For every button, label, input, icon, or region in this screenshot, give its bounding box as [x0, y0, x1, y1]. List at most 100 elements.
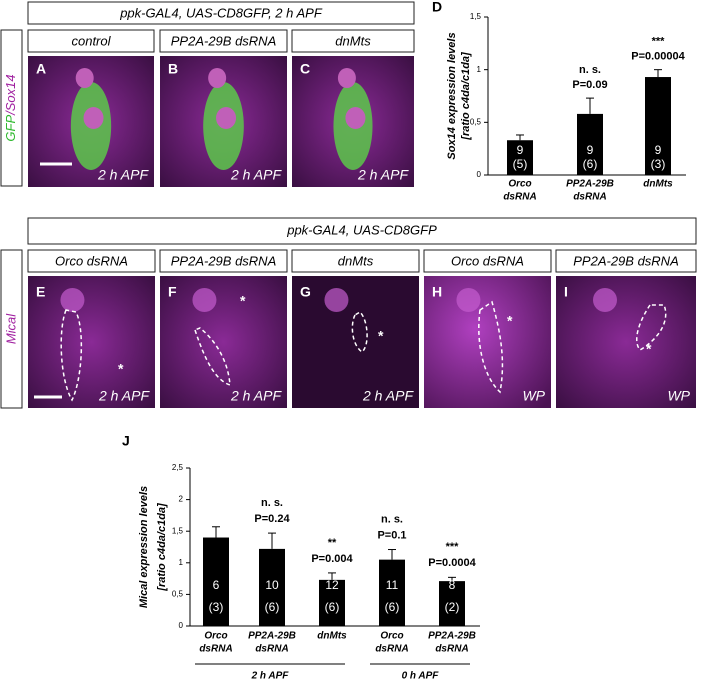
row-label-sox: /Sox14: [3, 74, 18, 115]
panel-letter: A: [36, 61, 46, 77]
y-tick-label: 1,5: [470, 12, 482, 21]
panel-letter: I: [564, 284, 568, 300]
bar: [203, 537, 229, 626]
y-tick-label: 0: [179, 621, 184, 630]
nucleus: [208, 68, 227, 88]
y-axis-label: [ratio c4da/c1da]: [460, 52, 472, 141]
condition-box: [555, 249, 697, 273]
n-label: 12: [325, 578, 339, 592]
stage: WP: [522, 388, 545, 404]
micrograph: [28, 276, 155, 408]
stage: WP: [667, 388, 690, 404]
nucleus: [216, 107, 237, 129]
x-tick-label: PP2A-29B: [248, 631, 296, 642]
larvae-label: (2): [445, 600, 460, 614]
y-axis-label: [ratio c4da/c1da]: [156, 503, 168, 592]
stage: 2 h APF: [230, 167, 283, 183]
x-tick-label: dsRNA: [503, 192, 536, 203]
row-label-box: [0, 29, 23, 187]
bar: [319, 579, 345, 626]
p-value: P=0.24: [254, 513, 290, 525]
panel-letter: D: [432, 0, 442, 15]
y-axis-label: Mical expression levels: [138, 486, 150, 608]
y-tick-label: 0,5: [172, 590, 184, 599]
panel-letter: E: [36, 284, 45, 300]
marker: *: [378, 328, 384, 344]
cell-outline: [194, 327, 231, 387]
cell-outline: [636, 304, 667, 351]
p-value: P=0.0004: [428, 557, 476, 569]
n-label: 9: [655, 143, 662, 157]
x-tick-label: dsRNA: [255, 644, 288, 655]
cell-outline: [478, 300, 504, 394]
header-box: [27, 217, 697, 245]
n-label: 9: [587, 143, 594, 157]
bar: [379, 559, 405, 626]
cell: [456, 288, 481, 312]
panel-letter: B: [168, 61, 178, 77]
significance: **: [328, 537, 337, 549]
condition-box: [291, 249, 420, 273]
micrograph: [424, 276, 551, 408]
stage: 2 h APF: [98, 388, 151, 404]
group-label: 0 h APF: [402, 671, 440, 682]
larvae-label: (6): [385, 600, 400, 614]
n-label: 8: [449, 578, 456, 592]
x-tick-label: dsRNA: [435, 644, 468, 655]
cell-outline: [60, 309, 83, 402]
n-label: 10: [265, 578, 279, 592]
x-tick-label: dsRNA: [199, 644, 232, 655]
micrograph: [160, 276, 287, 408]
y-tick-label: 0: [477, 170, 482, 179]
nucleus: [337, 68, 356, 88]
condition-box: [291, 29, 415, 53]
panel-letter: C: [300, 61, 310, 77]
stage: 2 h APF: [230, 388, 283, 404]
larvae-label: (3): [209, 600, 224, 614]
condition: PP2A-29B dsRNA: [171, 253, 277, 268]
row-label-box: [0, 249, 23, 409]
y-tick-label: 2: [179, 495, 184, 504]
panel-letter: F: [168, 284, 177, 300]
panel-letter: G: [300, 284, 311, 300]
y-tick-label: 0,5: [470, 117, 482, 126]
marker: *: [118, 361, 124, 377]
nucleus: [345, 107, 366, 129]
cell: [593, 288, 617, 312]
condition: dnMts: [338, 253, 374, 268]
marker: *: [240, 293, 246, 309]
header-box: [27, 1, 415, 25]
condition-box: [27, 249, 156, 273]
bar: [439, 581, 465, 626]
condition: control: [71, 33, 111, 48]
micrograph: [556, 276, 696, 408]
p-value: P=0.1: [377, 529, 406, 541]
condition: dnMts: [335, 33, 371, 48]
condition: PP2A-29B dsRNA: [573, 253, 679, 268]
x-tick-label: PP2A-29B: [566, 179, 614, 190]
marker: *: [646, 341, 652, 357]
cell: [192, 288, 217, 312]
bar: [645, 77, 671, 175]
header: ppk-GAL4, UAS-CD8GFP, 2 h APF: [119, 5, 323, 20]
row-label-gfp: GFP: [3, 115, 18, 142]
marker: *: [507, 313, 513, 329]
significance: n. s.: [381, 513, 403, 525]
panel-letter: H: [432, 284, 442, 300]
row-label: Mical: [3, 313, 18, 344]
larvae-label: (5): [513, 157, 528, 171]
row-label: GFP/Sox14: [3, 74, 18, 141]
x-tick-label: dsRNA: [573, 192, 606, 203]
x-tick-label: Orco: [204, 631, 227, 642]
x-tick-label: dnMts: [317, 631, 347, 642]
x-tick-label: dnMts: [643, 179, 673, 190]
significance: n. s.: [261, 497, 283, 509]
larvae-label: (6): [583, 157, 598, 171]
y-tick-label: 1: [179, 558, 184, 567]
header: ppk-GAL4, UAS-CD8GFP: [286, 222, 437, 237]
y-axis-label: Sox14 expression levels: [446, 32, 458, 159]
n-label: 9: [517, 143, 524, 157]
significance: ***: [652, 36, 666, 48]
y-tick-label: 2,5: [172, 463, 184, 472]
